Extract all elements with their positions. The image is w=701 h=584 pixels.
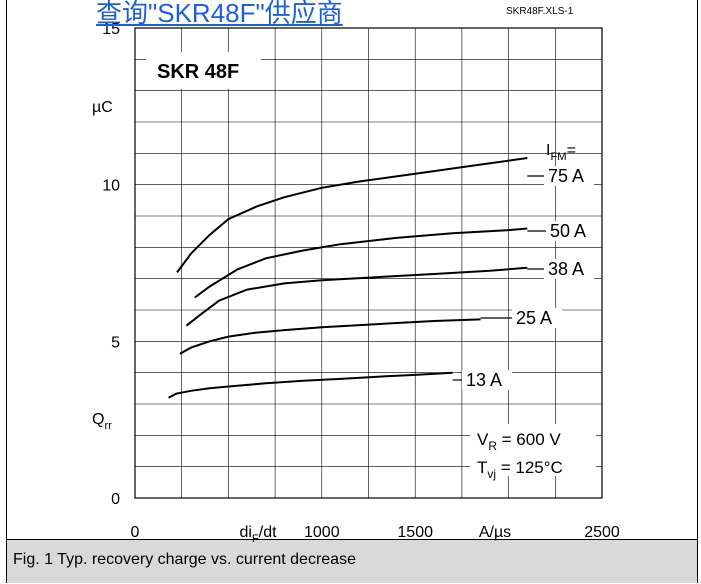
series-label-background (462, 370, 512, 390)
plot-area-border (134, 27, 603, 499)
figure-caption: Fig. 1 Typ. recovery charge vs. current … (13, 551, 356, 568)
y-tick-label: 15 (102, 21, 120, 38)
condition-tvj: Tvj = 125°C (477, 458, 563, 481)
document-id: SKR48F.XLS-1 (506, 6, 574, 17)
series-label-background (512, 308, 562, 328)
caption-bar: Fig. 1 Typ. recovery charge vs. current … (7, 539, 697, 583)
y-tick-label: 10 (102, 178, 120, 195)
supplier-search-link[interactable]: 查询"SKR48F"供应商 (96, 0, 343, 28)
series-label: 38 A (548, 259, 584, 279)
x-axis-label: diF/dt (239, 524, 277, 545)
x-tick-label: 0 (131, 524, 140, 541)
series-line (179, 318, 481, 355)
x-axis-unit: A/µs (479, 524, 511, 541)
series-line (176, 157, 528, 273)
x-tick-label: 1000 (304, 524, 340, 541)
y-axis-unit: µC (92, 99, 113, 116)
y-tick-label: 0 (111, 491, 120, 508)
series-line (168, 371, 453, 399)
conditions-background (470, 424, 596, 476)
series-label-background (544, 259, 594, 279)
series-label-background (544, 166, 594, 186)
series-label: 75 A (548, 166, 584, 186)
series-line (194, 227, 528, 299)
y-axis-label: Qrr (92, 411, 112, 432)
title-background (146, 52, 261, 89)
x-tick-label: 2500 (584, 524, 620, 541)
series-label: 50 A (550, 221, 586, 241)
y-tick-label: 5 (111, 334, 120, 351)
condition-vr: VR = 600 V (477, 430, 561, 453)
chart-title: SKR 48F (157, 61, 239, 83)
series-label: 13 A (466, 370, 502, 390)
series-label: 25 A (516, 308, 552, 328)
series-label-background (546, 221, 596, 241)
figure-frame: Fig. 1 Typ. recovery charge vs. current … (6, 0, 698, 583)
legend-header: IFM= (546, 142, 576, 163)
series-line (185, 266, 528, 327)
x-tick-label: 1500 (397, 524, 433, 541)
